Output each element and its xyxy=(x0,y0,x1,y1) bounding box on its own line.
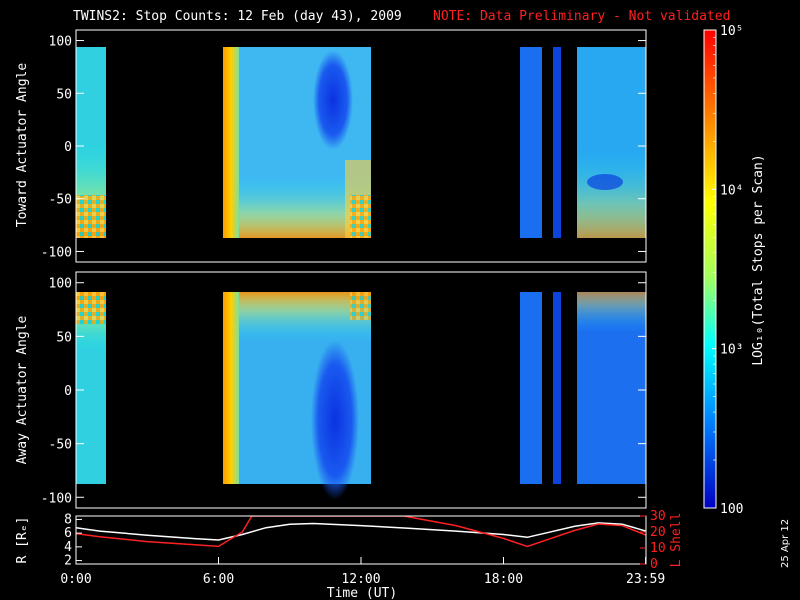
colorbar-tick-label: 10⁴ xyxy=(720,183,743,198)
away-y-axis-label: Away Actuator Angle xyxy=(15,315,30,464)
toward-strip-5-warm xyxy=(577,150,646,238)
orbit-left-tick-label: 8 xyxy=(64,512,72,527)
radius-line xyxy=(76,522,646,541)
orbit-left-axis-label: R [Rₑ] xyxy=(15,517,30,564)
0-ytick-label: -50 xyxy=(49,193,72,208)
colorbar-ticks: 10⁵ 10⁴ 10³ 100 xyxy=(712,24,743,517)
colorbar: 10⁵ 10⁴ 10³ 100 LOG₁₀(Total Stops per Scan) xyxy=(703,24,766,517)
creation-date-stamp: 25 Apr 12 xyxy=(780,519,791,568)
away-strip-2-noise xyxy=(350,292,371,320)
toward-y-axis-label: Toward Actuator Angle xyxy=(15,63,30,228)
l-shell-line xyxy=(76,516,646,548)
0-ytick-label: -100 xyxy=(41,245,72,260)
toward-strip-2-blueblob xyxy=(313,50,353,150)
toward-strip-2-noise xyxy=(350,195,371,238)
away-heatmap-panel: 100 50 0 -50 -100 Away Actuator Angle xyxy=(15,271,647,509)
orbit-left-tick-label: 4 xyxy=(64,540,72,555)
x-tick-label: 6:00 xyxy=(203,572,234,587)
0-ytick-label: 100 xyxy=(49,35,72,50)
orbit-right-tick-label: 30 xyxy=(650,509,666,524)
toward-y-ticks: 100 50 0 -50 -100 xyxy=(41,35,646,260)
colorbar-tick-label: 100 xyxy=(720,502,743,517)
away-strip-2-blueblob xyxy=(311,340,359,500)
toward-strip-5-blueblob xyxy=(587,174,623,190)
colorbar-label: LOG₁₀(Total Stops per Scan) xyxy=(751,154,766,365)
x-axis-label: Time (UT) xyxy=(327,586,397,600)
x-tick-label: 18:00 xyxy=(484,572,523,587)
toward-heatmap-data xyxy=(76,47,646,238)
x-tick-label: 0:00 xyxy=(60,572,91,587)
away-heatmap-data xyxy=(76,292,646,500)
1-ytick-label: -100 xyxy=(41,491,72,506)
colorbar-gradient xyxy=(703,29,717,509)
away-strip-2-topband xyxy=(239,292,371,342)
toward-heatmap-panel: 100 50 0 -50 -100 Toward Actuator Angle xyxy=(15,29,647,263)
1-ytick-label: 50 xyxy=(56,330,72,345)
away-strip-1-noise xyxy=(76,292,106,324)
0-ytick-label: 50 xyxy=(56,87,72,102)
colorbar-tick-label: 10⁵ xyxy=(720,24,743,39)
orbit-left-tick-label: 6 xyxy=(64,526,72,541)
orbit-right-tick-label: 0 xyxy=(650,557,658,572)
away-strip-4 xyxy=(553,292,561,484)
orbit-right-tick-label: 10 xyxy=(650,541,666,556)
1-ytick-label: -50 xyxy=(49,438,72,453)
preliminary-note: NOTE: Data Preliminary - Not validated xyxy=(433,9,730,24)
colorbar-tick-label: 10³ xyxy=(720,343,743,358)
orbit-panel-frame xyxy=(75,515,647,565)
toward-strip-2-edge xyxy=(223,47,239,238)
orbit-x-ticks: 0:00 6:00 12:00 18:00 23:59 xyxy=(60,557,665,587)
orbit-right-axis-label: L Shell xyxy=(669,513,684,568)
orbit-right-tick-label: 20 xyxy=(650,525,666,540)
orbit-series xyxy=(76,516,646,548)
0-ytick-label: 0 xyxy=(64,140,72,155)
away-strip-5-warm xyxy=(577,292,646,332)
toward-strip-1-noise xyxy=(76,195,106,238)
toward-strip-4 xyxy=(553,47,561,238)
1-ytick-label: 0 xyxy=(64,384,72,399)
away-strip-2-edge xyxy=(223,292,239,484)
x-tick-label: 12:00 xyxy=(341,572,380,587)
x-tick-label: 23:59 xyxy=(626,572,665,587)
1-ytick-label: 100 xyxy=(49,277,72,292)
away-y-ticks: 100 50 0 -50 -100 xyxy=(41,277,646,506)
orbit-left-tick-label: 2 xyxy=(64,554,72,569)
toward-strip-3 xyxy=(520,47,542,238)
away-strip-3 xyxy=(520,292,542,484)
figure-title: TWINS2: Stop Counts: 12 Feb (day 43), 20… xyxy=(73,9,402,24)
